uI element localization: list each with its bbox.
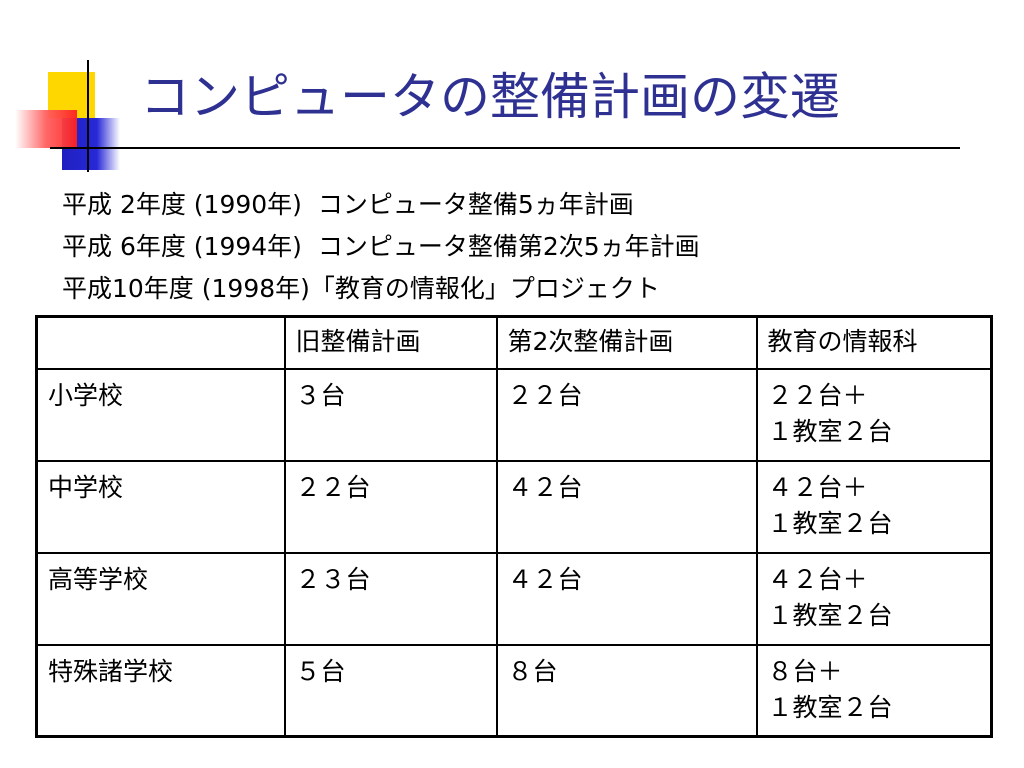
intro-line: 平成 6年度 (1994年) コンピュータ整備第2次5ヵ年計画 — [62, 232, 700, 261]
corner-cell — [35, 315, 286, 370]
cell-line: ２２台 — [295, 472, 371, 502]
table-cell: ２２台＋ １教室２台 — [755, 367, 993, 462]
table-cell: ２２台 — [283, 459, 498, 554]
vertical-line — [87, 60, 89, 172]
table-cell: ２３台 — [283, 551, 498, 646]
cell-line: １教室２台 — [767, 692, 893, 722]
cell-line: １教室２台 — [767, 600, 893, 630]
row-label: 小学校 — [35, 367, 286, 462]
cell-line: ５台 — [295, 656, 346, 686]
header-row: 旧整備計画 第2次整備計画 教育の情報科 — [35, 315, 993, 370]
intro-lines: 平成 2年度 (1990年) コンピュータ整備5ヵ年計画平成 6年度 (1994… — [62, 184, 700, 310]
table-cell: ２２台 — [495, 367, 758, 462]
cell-line: ３台 — [295, 380, 346, 410]
table-cell: ４２台＋ １教室２台 — [755, 459, 993, 554]
table-cell: ８台 — [495, 643, 758, 738]
red-block — [15, 110, 77, 148]
title: コンピュータの整備計画の変遷 — [140, 68, 840, 126]
cell-line: ４２台 — [507, 564, 583, 594]
header-cell: 旧整備計画 — [283, 315, 498, 370]
table-cell: ８台＋ １教室２台 — [755, 643, 993, 738]
row-label: 高等学校 — [35, 551, 286, 646]
cell-line: ２２台＋ — [767, 380, 868, 410]
table-cell: ４２台 — [495, 551, 758, 646]
table-row: 小学校 ３台 ２２台 ２２台＋ １教室２台 — [35, 367, 993, 462]
table-row: 高等学校 ２３台 ４２台 ４２台＋ １教室２台 — [35, 551, 993, 646]
table: 旧整備計画 第2次整備計画 教育の情報科 小学校 ３台 ２２台 ２２台＋ １教室２台 中学校 ２… — [35, 315, 993, 738]
row-label: 中学校 — [35, 459, 286, 554]
table-row: 特殊諸学校 ５台 ８台 ８台＋ １教室２台 — [35, 643, 993, 738]
row-label: 特殊諸学校 — [35, 643, 286, 738]
header-cell: 第2次整備計画 — [495, 315, 758, 370]
cell-line: ４２台＋ — [767, 472, 868, 502]
table-cell: ５台 — [283, 643, 498, 738]
cell-line: １教室２台 — [767, 508, 893, 538]
table-cell: ４２台 — [495, 459, 758, 554]
table-cell: ３台 — [283, 367, 498, 462]
intro-line: 平成 2年度 (1990年) コンピュータ整備5ヵ年計画 — [62, 190, 634, 219]
intro-line: 平成10年度 (1998年)「教育の情報化」プロジェクト — [62, 274, 660, 303]
cell-line: ８台＋ — [767, 656, 843, 686]
header-cell: 教育の情報科 — [755, 315, 993, 370]
cell-line: ４２台＋ — [767, 564, 868, 594]
table-row: 中学校 ２２台 ４２台 ４２台＋ １教室２台 — [35, 459, 993, 554]
cell-line: ４２台 — [507, 472, 583, 502]
cell-line: ２２台 — [507, 380, 583, 410]
title-rule — [50, 147, 960, 149]
cell-line: ８台 — [507, 656, 558, 686]
cell-line: ２３台 — [295, 564, 371, 594]
table-cell: ４２台＋ １教室２台 — [755, 551, 993, 646]
cell-line: １教室２台 — [767, 416, 893, 446]
